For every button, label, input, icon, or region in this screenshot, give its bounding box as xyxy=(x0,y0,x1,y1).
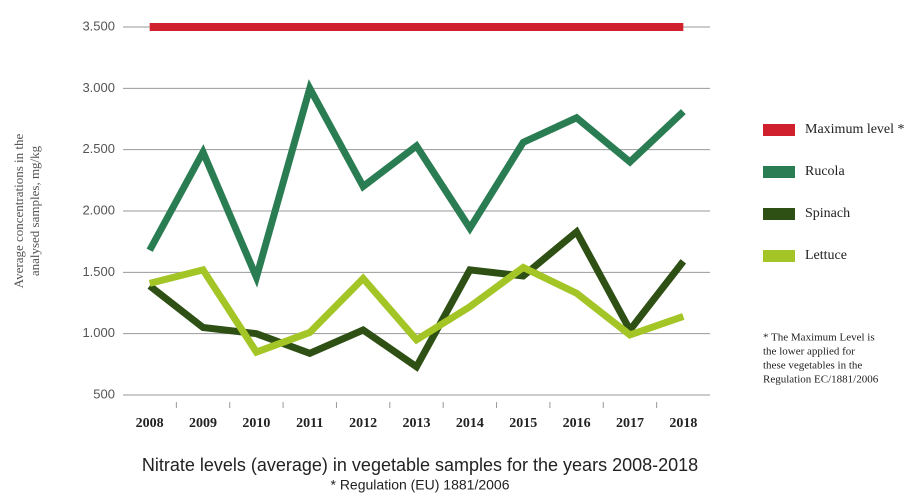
legend-swatch xyxy=(763,166,795,178)
legend-swatch xyxy=(763,208,795,220)
y-tick-label: 2.500 xyxy=(82,141,115,156)
legend-swatch xyxy=(763,250,795,262)
series-line xyxy=(147,226,687,372)
y-tick-label: 3.500 xyxy=(82,18,115,33)
x-tick-label: 2011 xyxy=(296,416,323,431)
y-tick-label: 1.000 xyxy=(82,325,115,340)
y-tick-label: 500 xyxy=(93,386,115,401)
x-tick-label: 2015 xyxy=(509,416,537,431)
x-tick-label: 2013 xyxy=(403,416,431,431)
x-tick-label: 2012 xyxy=(349,416,377,431)
y-axis-label: analysed samples, mg/kg xyxy=(27,145,42,276)
x-tick-label: 2009 xyxy=(189,416,217,431)
legend-label: Spinach xyxy=(805,206,850,221)
chart-subtitle: * Regulation (EU) 1881/2006 xyxy=(330,477,509,493)
y-axis-label: Average concentrations in the xyxy=(11,133,26,288)
note: * The Maximum Level is xyxy=(763,332,875,344)
x-tick-label: 2014 xyxy=(456,416,484,431)
note: these vegetables in the xyxy=(763,360,862,372)
legend-label: Rucola xyxy=(805,164,845,179)
legend-swatch xyxy=(763,124,795,136)
chart-title: Nitrate levels (average) in vegetable sa… xyxy=(142,455,698,475)
x-tick-label: 2008 xyxy=(136,416,164,431)
x-tick-label: 2017 xyxy=(616,416,644,431)
y-tick-label: 3.000 xyxy=(82,80,115,95)
note: Regulation EC/1881/2006 xyxy=(763,374,879,386)
x-tick-label: 2018 xyxy=(669,416,697,431)
legend-label: Maximum level * xyxy=(805,122,905,137)
x-tick-label: 2010 xyxy=(242,416,270,431)
note: the lower applied for xyxy=(763,346,855,358)
series-line xyxy=(148,263,685,357)
y-tick-label: 2.000 xyxy=(82,202,115,217)
x-tick-label: 2016 xyxy=(563,416,591,431)
legend-label: Lettuce xyxy=(805,248,847,263)
y-tick-label: 1.500 xyxy=(82,264,115,279)
series-line xyxy=(146,79,686,288)
